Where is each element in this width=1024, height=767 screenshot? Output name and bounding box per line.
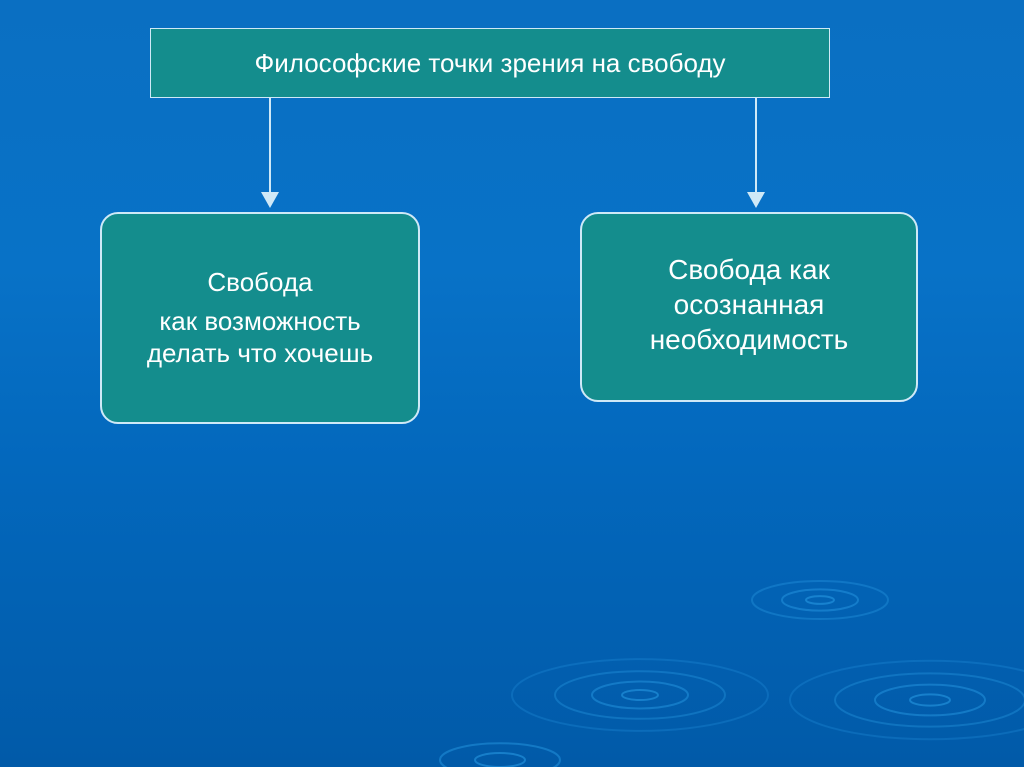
arrow-right xyxy=(746,98,766,208)
child-box-left: Свобода как возможность делать что хочеш… xyxy=(100,212,420,424)
child-box-right: Свобода как осознанная необходимость xyxy=(580,212,918,402)
arrow-head-icon xyxy=(747,192,765,208)
arrow-line xyxy=(755,98,757,192)
arrow-head-icon xyxy=(261,192,279,208)
arrow-line xyxy=(269,98,271,192)
child-right-line1: Свобода как осознанная необходимость xyxy=(602,252,896,357)
title-box: Философские точки зрения на свободу xyxy=(150,28,830,98)
title-text: Философские точки зрения на свободу xyxy=(254,47,725,80)
arrow-left xyxy=(260,98,280,208)
child-left-line1: Свобода xyxy=(207,266,312,299)
child-left-rest: как возможность делать что хочешь xyxy=(122,305,398,370)
